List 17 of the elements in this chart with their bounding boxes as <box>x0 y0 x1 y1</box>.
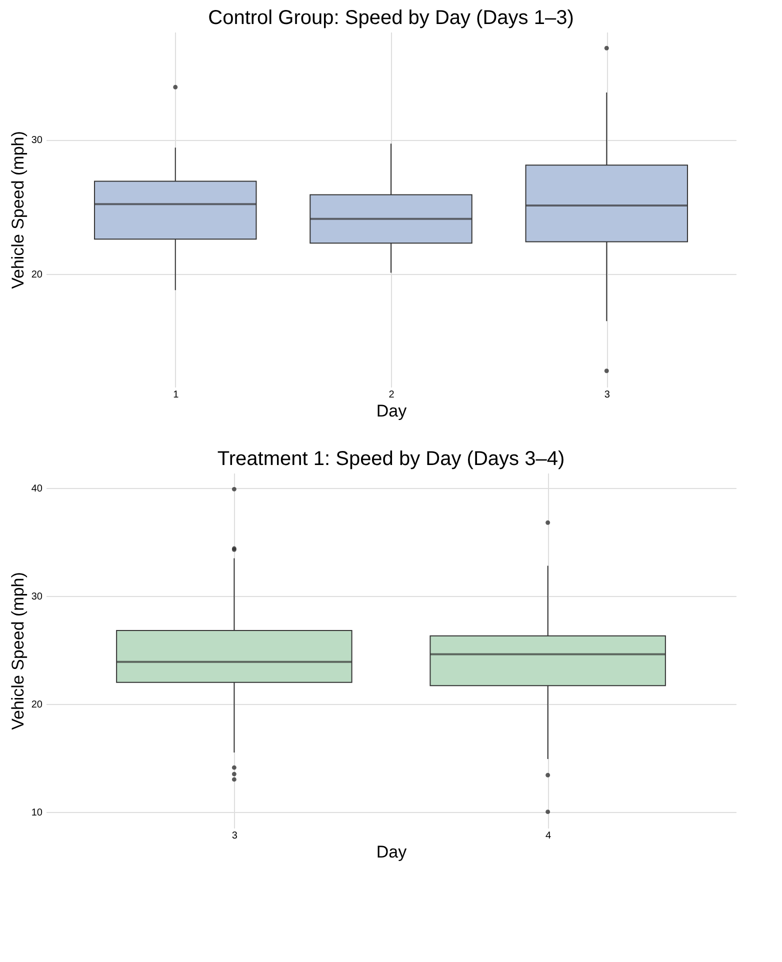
y-tick-label: 30 <box>31 135 43 146</box>
y-axis-title: Vehicle Speed (mph) <box>8 131 28 289</box>
x-tick-label: 3 <box>232 830 238 842</box>
chart-title: Control Group: Speed by Day (Days 1–3) <box>208 7 574 29</box>
y-tick-label: 40 <box>31 484 43 495</box>
y-tick-label: 30 <box>31 592 43 603</box>
x-axis-title: Day <box>376 842 408 862</box>
x-tick-label: 3 <box>604 390 610 400</box>
x-tick-label: 4 <box>546 830 552 842</box>
x-axis-title: Day <box>376 402 408 420</box>
x-tick-label: 1 <box>173 390 180 400</box>
y-tick-label: 20 <box>31 270 43 281</box>
y-axis-title: Vehicle Speed (mph) <box>8 572 28 730</box>
chart-title: Treatment 1: Speed by Day (Days 3–4) <box>217 448 565 470</box>
y-tick-label: 20 <box>31 699 43 710</box>
y-tick-label: 10 <box>31 807 43 818</box>
x-tick-label: 2 <box>388 390 395 400</box>
